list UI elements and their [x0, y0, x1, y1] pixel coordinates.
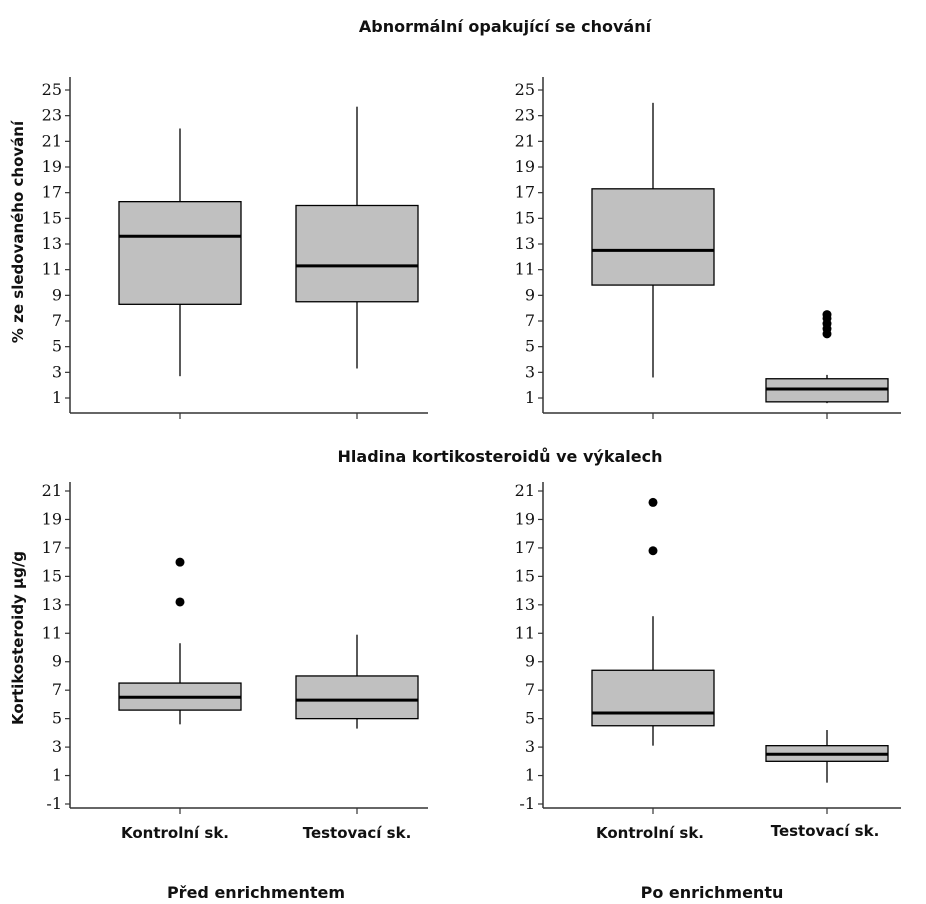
panel-0-box-0-iqr [118, 200, 242, 305]
panel-1-ytick-label-6: 13 [515, 234, 535, 253]
panel-3-box-0-iqr [591, 669, 715, 727]
panel-0-ytick-label-2: 5 [52, 337, 62, 356]
panel-3-ytick-label-8: 15 [515, 566, 535, 585]
panel-1-ytick-label-2: 5 [525, 337, 535, 356]
panel-2-ytick-label-8: 15 [42, 566, 62, 585]
panel-0-ytick-label-10: 21 [42, 131, 62, 150]
panel-2-ytick-label-1: 1 [52, 766, 62, 785]
xlabel-right-test: Testovací sk. [771, 822, 880, 840]
group-label-after: Po enrichmentu [641, 883, 784, 902]
panel-0-ytick-label-6: 13 [42, 234, 62, 253]
panel-2-ytick-label-2: 3 [52, 737, 62, 756]
panel-0-ytick-label-0: 1 [52, 388, 62, 407]
panel-3-ytick-label-10: 19 [515, 509, 535, 528]
panel-0-ytick-label-1: 3 [52, 362, 62, 381]
panel-2-ytick-label-4: 7 [52, 680, 62, 699]
panel-1-ytick-label-5: 11 [515, 260, 535, 279]
panel-1-ytick-label-8: 17 [515, 183, 535, 202]
panel-3-ytick-label-2: 3 [525, 737, 535, 756]
panel-0-ytick-label-3: 7 [52, 311, 62, 330]
panel-3-ytick-label-0: -1 [519, 794, 535, 813]
panel-3-ytick-label-4: 7 [525, 680, 535, 699]
panel-2-ytick-label-5: 9 [52, 652, 62, 671]
panel-2-ytick-label-3: 5 [52, 709, 62, 728]
panels: 1357911131517192123251357911131517192123… [42, 77, 901, 814]
xlabel-left-control: Kontrolní sk. [121, 824, 229, 842]
panel-2-ytick-label-9: 17 [42, 538, 62, 557]
panel-1-ytick-label-10: 21 [515, 131, 535, 150]
title-bottom: Hladina kortikosteroidů ve výkalech [338, 447, 663, 466]
panel-3-ytick-label-6: 11 [515, 623, 535, 642]
panel-2-ytick-label-0: -1 [46, 794, 62, 813]
panel-3-box-0-outlier-0 [648, 546, 658, 556]
xlabel-right-control: Kontrolní sk. [596, 824, 704, 842]
panel-1-box-0-iqr [591, 188, 715, 286]
panel-3-ytick-label-11: 21 [515, 481, 535, 500]
panel-1-ytick-label-3: 7 [525, 311, 535, 330]
panel-1-ytick-label-1: 3 [525, 362, 535, 381]
panel-2-box-0-outlier-1 [175, 557, 185, 567]
panel-2-box-1-iqr [295, 675, 419, 720]
panel-1-box-1-outlier-4 [822, 310, 832, 320]
panel-3-ytick-label-7: 13 [515, 595, 535, 614]
panel-3-ytick-label-3: 5 [525, 709, 535, 728]
panel-0-ytick-label-4: 9 [52, 285, 62, 304]
panel-0-ytick-label-9: 19 [42, 157, 62, 176]
panel-2-ytick-label-7: 13 [42, 595, 62, 614]
panel-1-ytick-label-7: 15 [515, 208, 535, 227]
panel-1-ytick-label-0: 1 [525, 388, 535, 407]
panel-3-ytick-label-5: 9 [525, 652, 535, 671]
panel-3-box-0-outlier-1 [648, 497, 658, 507]
title-top: Abnormální opakující se chování [359, 17, 653, 36]
panel-1-ytick-label-11: 23 [515, 106, 535, 125]
panel-2-ytick-label-11: 21 [42, 481, 62, 500]
panel-2-box-0-outlier-0 [175, 597, 185, 607]
ylabel-bottom: Kortikosteroidy µg/g [9, 551, 27, 725]
panel-0-ytick-label-5: 11 [42, 260, 62, 279]
panel-1-ytick-label-12: 25 [515, 80, 535, 99]
ylabel-top: % ze sledovaného chování [9, 120, 27, 343]
panel-3-ytick-label-9: 17 [515, 538, 535, 557]
panel-1-ytick-label-9: 19 [515, 157, 535, 176]
panel-0-ytick-label-11: 23 [42, 106, 62, 125]
panel-0-ytick-label-12: 25 [42, 80, 62, 99]
panel-2-ytick-label-10: 19 [42, 509, 62, 528]
xlabel-left-test: Testovací sk. [303, 824, 412, 842]
panel-2-ytick-label-6: 11 [42, 623, 62, 642]
group-label-before: Před enrichmentem [167, 883, 345, 902]
panel-0-ytick-label-8: 17 [42, 183, 62, 202]
panel-0-ytick-label-7: 15 [42, 208, 62, 227]
panel-1-ytick-label-4: 9 [525, 285, 535, 304]
panel-0-box-1-iqr [295, 204, 419, 303]
panel-3-ytick-label-1: 1 [525, 766, 535, 785]
